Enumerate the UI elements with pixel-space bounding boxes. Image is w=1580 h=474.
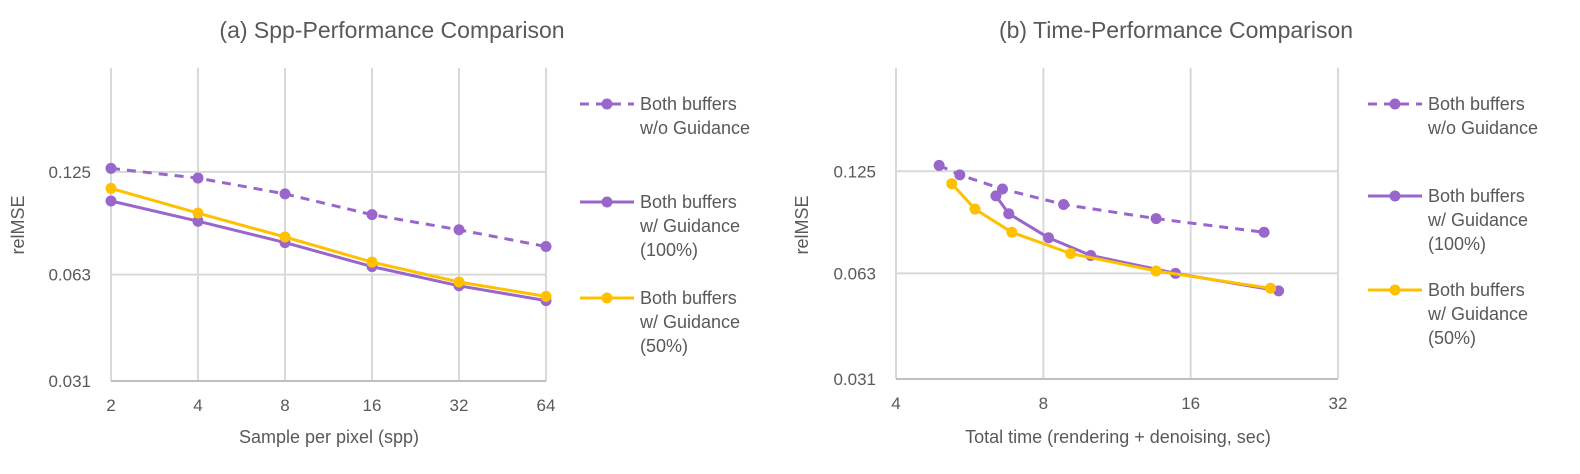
data-point — [105, 195, 117, 207]
data-point — [279, 188, 291, 200]
data-point — [366, 256, 378, 268]
data-point — [1006, 226, 1018, 238]
legend-marker — [601, 196, 613, 208]
series-line-2 — [950, 182, 1271, 290]
data-point — [946, 178, 958, 190]
x-tick-label: 8 — [1039, 394, 1048, 413]
data-point — [279, 231, 291, 243]
x-tick-label: 32 — [1329, 394, 1348, 413]
legend-label: Both buffers — [1428, 94, 1525, 114]
x-tick-label: 8 — [280, 396, 289, 415]
series-line-1 — [110, 199, 547, 303]
data-point — [1003, 208, 1015, 220]
x-tick-label: 64 — [537, 396, 556, 415]
data-point — [540, 241, 552, 253]
x-tick-label: 4 — [891, 394, 900, 413]
grid — [110, 68, 547, 382]
data-point — [1150, 213, 1162, 225]
series-line-2 — [110, 186, 547, 298]
chart-panel-b: (b) Time-Performance Comparison 4 8 16 32 0.… — [792, 17, 1538, 447]
legend-marker — [1389, 190, 1401, 202]
legend-marker — [601, 98, 613, 110]
y-tick-label: 0.063 — [48, 266, 91, 285]
legend-label: w/ Guidance — [1427, 304, 1528, 324]
legend-label: (50%) — [640, 336, 688, 356]
grid — [895, 68, 1339, 380]
legend-label: (100%) — [640, 240, 698, 260]
data-point — [105, 162, 117, 174]
data-point — [366, 209, 378, 221]
x-axis-label: Total time (rendering + denoising, sec) — [965, 427, 1271, 447]
x-tick-label: 16 — [1181, 394, 1200, 413]
data-point — [954, 169, 966, 181]
legend-label: w/o Guidance — [639, 118, 750, 138]
y-tick-label: 0.063 — [833, 264, 876, 283]
data-point — [933, 159, 945, 171]
x-tick-label: 16 — [363, 396, 382, 415]
legend-label: (100%) — [1428, 234, 1486, 254]
legend-label: Both buffers — [640, 192, 737, 212]
data-point — [453, 276, 465, 288]
data-point — [1043, 232, 1055, 244]
series-line-0 — [110, 166, 547, 248]
legend-label: Both buffers — [1428, 186, 1525, 206]
x-tick-label: 2 — [106, 396, 115, 415]
legend-label: w/ Guidance — [1427, 210, 1528, 230]
data-point — [969, 203, 981, 215]
y-axis-label: relMSE — [792, 195, 812, 254]
tick-labels: 4 8 16 32 0.031 0.063 0.125 — [833, 162, 1347, 413]
data-point — [1150, 265, 1162, 277]
data-point — [192, 207, 204, 219]
data-point — [990, 190, 1002, 202]
legend-label: w/ Guidance — [639, 216, 740, 236]
data-point — [1065, 247, 1077, 259]
x-tick-label: 32 — [450, 396, 469, 415]
chart-panel-a: (a) Spp-Performance Comparison 2 4 8 16 32 64… — [8, 17, 750, 447]
x-axis-label: Sample per pixel (spp) — [239, 427, 419, 447]
x-tick-label: 4 — [193, 396, 202, 415]
data-point — [1265, 282, 1277, 294]
y-tick-label: 0.125 — [833, 162, 876, 181]
chart-title: (a) Spp-Performance Comparison — [219, 17, 564, 43]
data-point — [1058, 199, 1070, 211]
data-point — [192, 172, 204, 184]
chart-title: (b) Time-Performance Comparison — [999, 17, 1353, 43]
legend-label: Both buffers — [1428, 280, 1525, 300]
series-line-0 — [938, 164, 1265, 234]
legend-label: (50%) — [1428, 328, 1476, 348]
legend-marker — [1389, 98, 1401, 110]
y-tick-label: 0.031 — [48, 372, 91, 391]
legend: Both buffers w/o Guidance Both buffers w/ G… — [580, 94, 750, 356]
series-lines — [933, 159, 1285, 297]
data-point — [996, 183, 1008, 195]
y-axis-label: relMSE — [8, 195, 28, 254]
data-point — [540, 290, 552, 302]
legend-marker — [1389, 284, 1401, 296]
legend: Both buffers w/o Guidance Both buffers w/ G… — [1368, 94, 1538, 348]
y-tick-label: 0.125 — [48, 163, 91, 182]
data-point — [105, 182, 117, 194]
data-point — [1258, 226, 1270, 238]
tick-labels: 2 4 8 16 32 64 0.031 0.063 0.125 — [48, 163, 555, 415]
legend-label: w/o Guidance — [1427, 118, 1538, 138]
legend-marker — [601, 292, 613, 304]
legend-label: w/ Guidance — [639, 312, 740, 332]
legend-label: Both buffers — [640, 288, 737, 308]
y-tick-label: 0.031 — [833, 370, 876, 389]
data-point — [192, 215, 204, 227]
data-point — [453, 224, 465, 236]
legend-label: Both buffers — [640, 94, 737, 114]
series-lines — [105, 162, 552, 307]
